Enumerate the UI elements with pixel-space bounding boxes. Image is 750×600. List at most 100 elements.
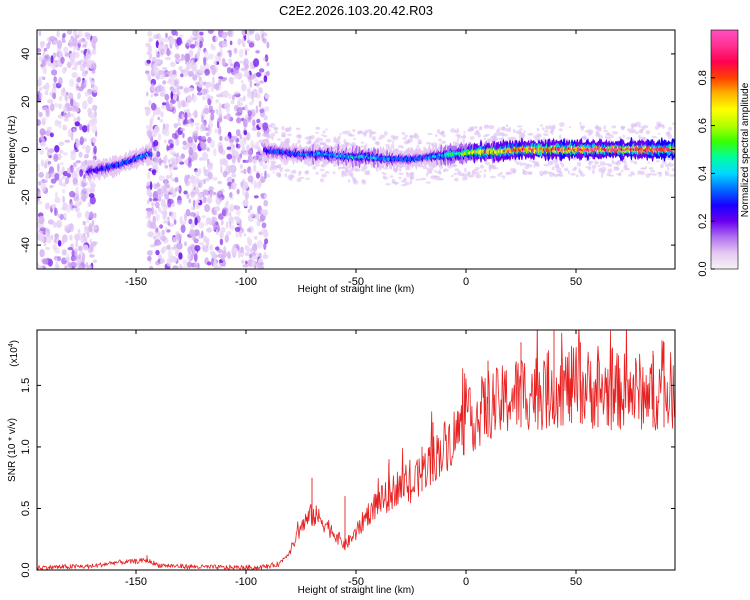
noise-speckle — [146, 222, 150, 228]
noise-speckle — [178, 252, 183, 260]
haze-speckle — [265, 173, 271, 178]
noise-speckle — [156, 188, 162, 196]
noise-speckle — [54, 173, 60, 181]
noise-speckle — [182, 132, 185, 139]
haze-speckle — [271, 137, 274, 141]
noise-speckle — [218, 78, 222, 86]
noise-speckle — [241, 83, 247, 92]
noise-speckle — [241, 228, 245, 234]
haze-speckle — [447, 164, 453, 169]
snr-x-tick-label: 0 — [463, 576, 469, 588]
noise-speckle — [52, 62, 57, 67]
noise-speckle — [198, 221, 205, 229]
haze-speckle — [270, 162, 276, 166]
haze-speckle — [603, 130, 609, 133]
noise-speckle — [251, 243, 258, 252]
noise-speckle — [159, 224, 164, 229]
noise-speckle — [252, 88, 258, 98]
chart-title: C2E2.2026.103.20.42.R03 — [279, 3, 433, 18]
noise-speckle — [160, 48, 165, 56]
haze-speckle — [576, 161, 582, 167]
haze-speckle — [319, 142, 323, 146]
noise-speckle — [210, 43, 214, 50]
noise-speckle — [163, 69, 167, 77]
noise-speckle — [202, 96, 206, 101]
noise-speckle — [167, 221, 171, 226]
noise-speckle — [242, 187, 246, 196]
noise-speckle — [259, 150, 263, 155]
haze-speckle — [605, 135, 608, 139]
noise-speckle — [157, 37, 165, 44]
haze-speckle — [551, 166, 555, 171]
haze-speckle — [315, 131, 319, 134]
noise-speckle — [163, 155, 168, 165]
noise-speckle — [149, 265, 153, 269]
noise-speckle — [214, 128, 219, 134]
noise-speckle — [217, 224, 220, 233]
colorbar-label: Normalized spectral amplitude — [740, 82, 750, 217]
noise-speckle — [230, 164, 236, 172]
haze-speckle — [661, 124, 665, 129]
noise-speckle — [151, 102, 157, 111]
noise-speckle — [151, 169, 157, 174]
haze-speckle — [657, 132, 661, 135]
haze-speckle — [483, 173, 486, 179]
haze-speckle — [491, 135, 497, 139]
noise-speckle — [220, 254, 225, 261]
noise-speckle — [241, 30, 247, 36]
spectrogram-y-tick-label: -20 — [20, 189, 32, 205]
haze-speckle — [541, 127, 545, 131]
noise-speckle — [237, 251, 241, 259]
noise-speckle — [215, 36, 219, 42]
noise-speckle — [237, 100, 241, 107]
noise-speckle — [266, 41, 270, 49]
noise-speckle — [148, 100, 152, 106]
noise-speckle — [241, 37, 245, 46]
noise-speckle — [262, 209, 269, 217]
noise-speckle — [183, 159, 189, 164]
noise-speckle — [159, 118, 164, 123]
noise-speckle — [155, 201, 160, 209]
noise-speckle — [194, 245, 201, 252]
noise-speckle — [168, 78, 171, 83]
haze-speckle — [398, 172, 404, 175]
noise-speckle — [173, 123, 178, 129]
noise-speckle — [154, 125, 160, 134]
noise-speckle — [230, 100, 235, 105]
haze-speckle — [297, 134, 302, 139]
noise-speckle — [252, 254, 256, 261]
noise-speckle — [219, 135, 223, 141]
haze-speckle — [524, 166, 529, 170]
noise-speckle — [165, 32, 168, 38]
haze-speckle — [594, 125, 599, 129]
noise-speckle — [187, 246, 193, 254]
haze-speckle — [464, 167, 467, 173]
haze-speckle — [570, 173, 576, 176]
noise-speckle — [236, 188, 240, 195]
snr-exponent-power: 4 — [8, 343, 15, 347]
noise-speckle — [163, 37, 170, 43]
noise-speckle — [64, 52, 71, 57]
noise-speckle — [197, 135, 203, 141]
haze-speckle — [588, 160, 594, 164]
haze-speckle — [644, 166, 648, 170]
haze-speckle — [618, 172, 622, 177]
noise-speckle — [50, 178, 57, 184]
haze-speckle — [391, 178, 396, 183]
noise-speckle — [171, 30, 177, 36]
noise-speckle — [228, 221, 232, 228]
noise-speckle — [75, 141, 80, 148]
haze-speckle — [469, 136, 475, 140]
haze-speckle — [604, 163, 611, 166]
haze-speckle — [508, 127, 512, 132]
noise-speckle — [88, 188, 94, 193]
noise-speckle — [64, 224, 71, 233]
noise-speckle — [246, 132, 250, 141]
noise-speckle — [73, 30, 77, 37]
noise-speckle — [146, 188, 152, 197]
noise-speckle — [255, 72, 262, 78]
noise-speckle — [266, 62, 270, 67]
noise-speckle — [233, 47, 238, 54]
noise-speckle — [236, 117, 242, 124]
noise-speckle — [213, 147, 217, 157]
